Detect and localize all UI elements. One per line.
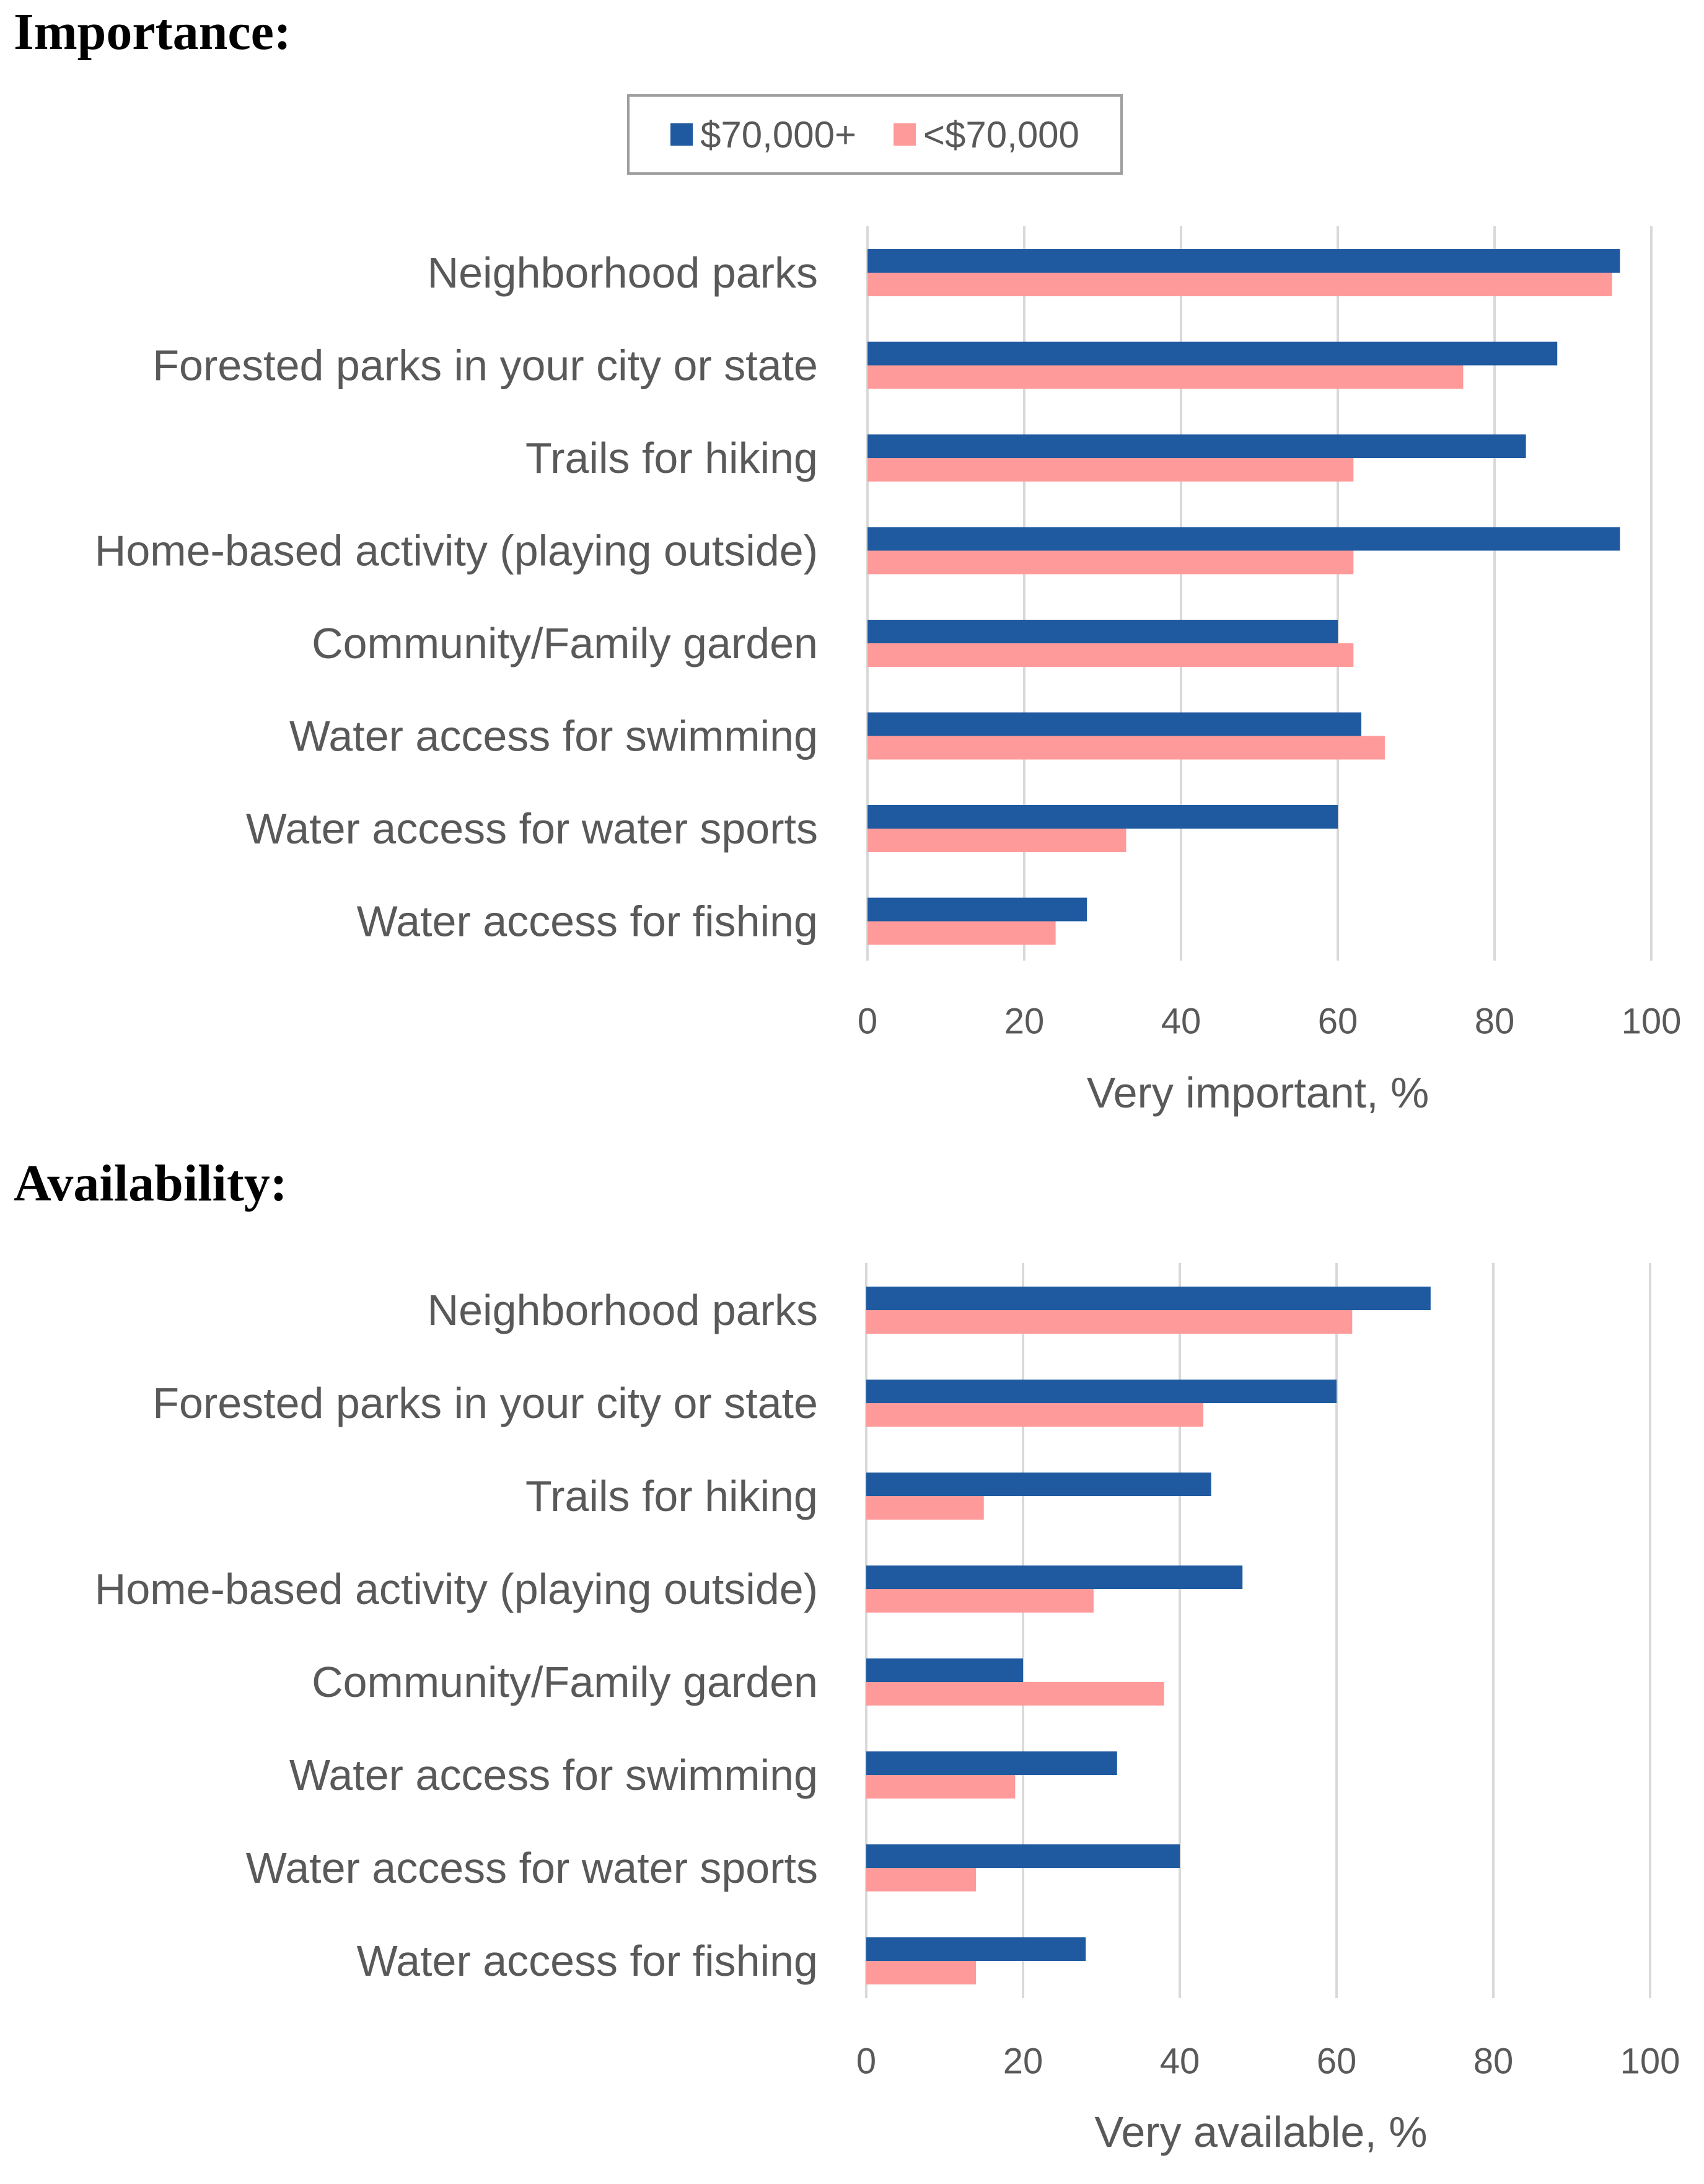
- category-label-forested-parks-in-your-city-or-state: Forested parks in your city or state: [152, 1379, 818, 1427]
- bar-home-based-activity-playing-outside-low-income: [867, 550, 1354, 575]
- bar-trails-for-hiking-low-income: [866, 1496, 984, 1520]
- bar-forested-parks-in-your-city-or-state-high-income: [867, 341, 1558, 366]
- category-label-water-access-for-swimming: Water access for swimming: [289, 1751, 818, 1799]
- bar-home-based-activity-playing-outside-high-income: [867, 527, 1620, 551]
- bar-neighborhood-parks-high-income: [866, 1287, 1431, 1310]
- x-axis-title: Very important, %: [1087, 1068, 1429, 1117]
- bar-water-access-for-fishing-low-income: [866, 1961, 977, 1984]
- importance-title: Importance:: [14, 3, 291, 61]
- category-label-neighborhood-parks: Neighborhood parks: [428, 249, 818, 297]
- availability-chart: Neighborhood parks Forested parks in your…: [95, 1263, 1680, 2156]
- tick-label-0: 0: [858, 1002, 877, 1042]
- availability-title: Availability:: [14, 1155, 288, 1212]
- bar-neighborhood-parks-low-income: [867, 273, 1612, 296]
- tick-label-40: 40: [1160, 2041, 1200, 2082]
- bar-community-family-garden-high-income: [867, 620, 1338, 643]
- bar-water-access-for-water-sports-low-income: [867, 829, 1126, 852]
- category-label-water-access-for-water-sports: Water access for water sports: [246, 1844, 818, 1892]
- category-label-water-access-for-swimming: Water access for swimming: [289, 712, 818, 760]
- tick-label-20: 20: [1004, 1002, 1045, 1042]
- bar-water-access-for-swimming-high-income: [867, 712, 1361, 736]
- tick-label-60: 60: [1318, 1002, 1358, 1042]
- bar-water-access-for-fishing-low-income: [867, 921, 1056, 945]
- legend-swatch-low-income: [894, 123, 916, 146]
- bar-home-based-activity-playing-outside-high-income: [866, 1565, 1243, 1589]
- bar-forested-parks-in-your-city-or-state-low-income: [866, 1403, 1203, 1427]
- category-label-water-access-for-fishing: Water access for fishing: [357, 897, 818, 946]
- category-label-home-based-activity-playing-outside: Home-based activity (playing outside): [95, 527, 818, 575]
- bar-trails-for-hiking-low-income: [867, 458, 1354, 482]
- category-label-forested-parks-in-your-city-or-state: Forested parks in your city or state: [152, 341, 818, 390]
- legend: $70,000+ <$70,000: [627, 94, 1123, 175]
- bar-forested-parks-in-your-city-or-state-high-income: [866, 1380, 1337, 1403]
- bar-water-access-for-swimming-low-income: [867, 736, 1385, 760]
- legend-swatch-high-income: [670, 123, 693, 146]
- bar-water-access-for-swimming-low-income: [866, 1775, 1016, 1799]
- tick-label-0: 0: [856, 2041, 876, 2082]
- category-label-trails-for-hiking: Trails for hiking: [525, 434, 818, 482]
- bar-water-access-for-fishing-high-income: [866, 1937, 1086, 1961]
- legend-item-low-income: <$70,000: [894, 113, 1079, 156]
- importance-chart: Neighborhood parks Forested parks in your…: [95, 226, 1682, 1117]
- bar-water-access-for-water-sports-high-income: [867, 805, 1338, 829]
- tick-label-80: 80: [1473, 2041, 1514, 2082]
- bar-water-access-for-swimming-high-income: [866, 1751, 1117, 1775]
- legend-label-low-income: <$70,000: [923, 113, 1079, 156]
- bar-water-access-for-water-sports-low-income: [866, 1868, 977, 1891]
- bar-home-based-activity-playing-outside-low-income: [866, 1589, 1094, 1613]
- legend-item-high-income: $70,000+: [670, 113, 856, 156]
- category-label-community-family-garden: Community/Family garden: [312, 619, 818, 667]
- bar-trails-for-hiking-high-income: [867, 434, 1526, 458]
- bar-forested-parks-in-your-city-or-state-low-income: [867, 365, 1464, 389]
- x-axis-title: Very available, %: [1095, 2108, 1428, 2156]
- tick-label-100: 100: [1620, 2041, 1680, 2082]
- category-label-trails-for-hiking: Trails for hiking: [525, 1472, 818, 1520]
- tick-label-80: 80: [1475, 1002, 1515, 1042]
- tick-label-100: 100: [1622, 1002, 1682, 1042]
- category-label-home-based-activity-playing-outside: Home-based activity (playing outside): [95, 1565, 818, 1613]
- tick-label-60: 60: [1317, 2041, 1357, 2082]
- bar-water-access-for-water-sports-high-income: [866, 1844, 1180, 1868]
- bar-neighborhood-parks-high-income: [867, 249, 1620, 273]
- category-label-community-family-garden: Community/Family garden: [312, 1658, 818, 1706]
- category-label-water-access-for-water-sports: Water access for water sports: [246, 804, 818, 853]
- bar-community-family-garden-low-income: [867, 643, 1354, 667]
- tick-label-40: 40: [1161, 1002, 1201, 1042]
- bar-community-family-garden-high-income: [866, 1658, 1023, 1682]
- category-label-water-access-for-fishing: Water access for fishing: [357, 1937, 818, 1985]
- bar-trails-for-hiking-high-income: [866, 1473, 1211, 1496]
- bar-neighborhood-parks-low-income: [866, 1310, 1353, 1334]
- tick-label-20: 20: [1003, 2041, 1043, 2082]
- bar-community-family-garden-low-income: [866, 1682, 1164, 1706]
- legend-label-high-income: $70,000+: [700, 113, 856, 156]
- category-label-neighborhood-parks: Neighborhood parks: [428, 1286, 818, 1334]
- bar-water-access-for-fishing-high-income: [867, 897, 1087, 922]
